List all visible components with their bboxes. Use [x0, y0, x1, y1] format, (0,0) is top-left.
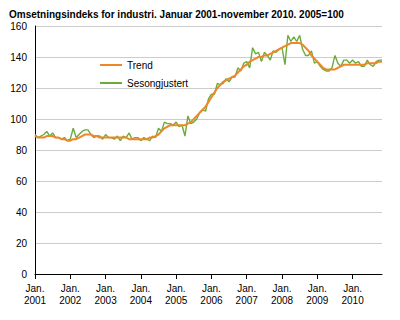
svg-text:Jan.: Jan.	[167, 283, 186, 294]
svg-text:Jan.: Jan.	[131, 283, 150, 294]
svg-text:160: 160	[10, 21, 27, 32]
svg-text:20: 20	[16, 238, 28, 249]
svg-text:Omsetningsindeks for industri.: Omsetningsindeks for industri. Januar 20…	[9, 9, 344, 20]
svg-text:2005: 2005	[165, 295, 188, 306]
svg-text:2001: 2001	[24, 295, 47, 306]
svg-text:2003: 2003	[94, 295, 117, 306]
svg-text:100: 100	[10, 114, 27, 125]
svg-text:140: 140	[10, 52, 27, 63]
svg-text:2008: 2008	[271, 295, 294, 306]
svg-text:2009: 2009	[306, 295, 329, 306]
svg-text:2010: 2010	[341, 295, 364, 306]
svg-text:Jan.: Jan.	[202, 283, 221, 294]
svg-text:80: 80	[16, 145, 28, 156]
svg-text:Jan.: Jan.	[273, 283, 292, 294]
svg-text:Trend: Trend	[127, 60, 153, 71]
svg-text:Sesongjustert: Sesongjustert	[127, 78, 188, 89]
svg-text:Jan.: Jan.	[96, 283, 115, 294]
svg-text:60: 60	[16, 176, 28, 187]
svg-text:Jan.: Jan.	[308, 283, 327, 294]
svg-text:2002: 2002	[59, 295, 82, 306]
svg-text:Jan.: Jan.	[343, 283, 362, 294]
svg-text:40: 40	[16, 207, 28, 218]
svg-text:2004: 2004	[130, 295, 153, 306]
svg-text:0: 0	[21, 269, 27, 280]
svg-text:120: 120	[10, 83, 27, 94]
svg-text:2006: 2006	[200, 295, 223, 306]
svg-text:Jan.: Jan.	[26, 283, 45, 294]
svg-text:2007: 2007	[236, 295, 259, 306]
svg-text:Jan.: Jan.	[61, 283, 80, 294]
svg-text:Jan.: Jan.	[237, 283, 256, 294]
